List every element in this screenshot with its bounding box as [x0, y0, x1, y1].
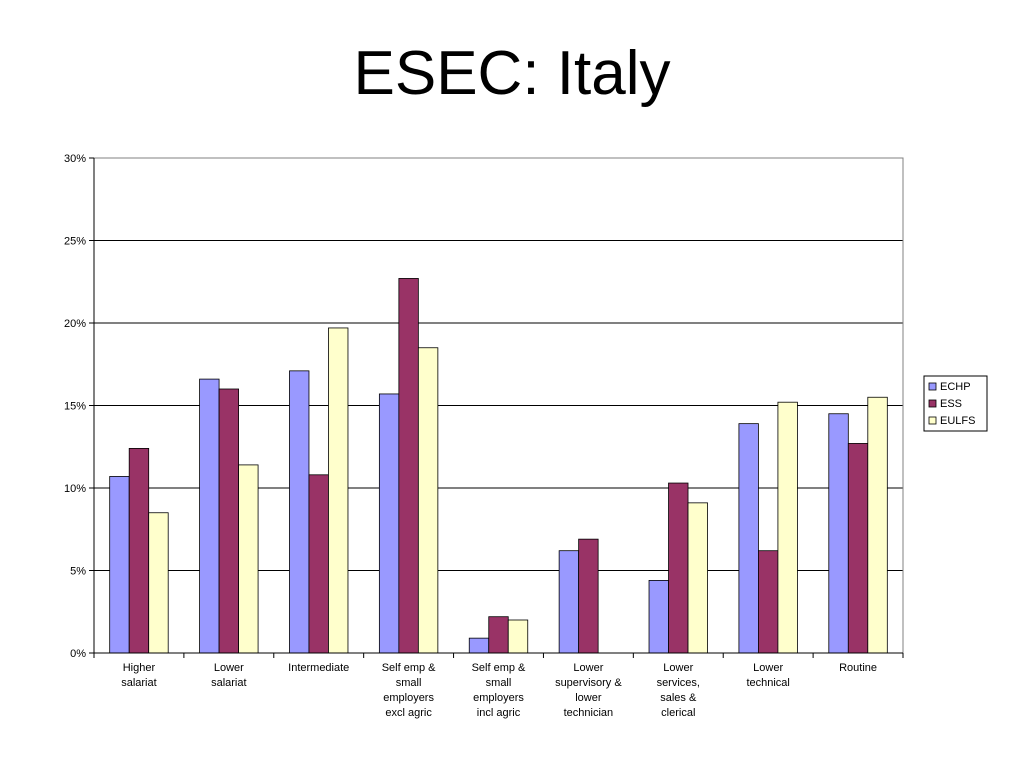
bar-ess — [128, 447, 150, 654]
x-category-label-line: Intermediate — [288, 662, 349, 674]
x-category-label: Self emp & small employers incl agric — [472, 662, 526, 719]
bar-eulfs — [687, 502, 708, 654]
legend-label-echp: ECHP — [940, 381, 971, 393]
x-category-label-line: Routine — [839, 662, 877, 674]
x-category-label-line: Self emp & — [382, 662, 436, 674]
bar-echp — [468, 637, 490, 654]
bar-ess — [847, 443, 869, 654]
bar-ess — [578, 538, 599, 654]
x-category-label-line: salariat — [121, 677, 156, 689]
x-category-label: Intermediate — [288, 662, 349, 674]
x-category-label-line: Lower — [573, 662, 603, 674]
x-category-label-line: technical — [746, 677, 789, 689]
bar-eulfs — [867, 396, 888, 654]
bar-ess — [218, 388, 239, 654]
y-tick-label: 15% — [64, 401, 86, 413]
x-category-label: Higher salariat — [121, 662, 156, 689]
bar-eulfs — [417, 347, 439, 654]
x-category-label-line: clerical — [661, 707, 695, 719]
bar-echp — [558, 550, 580, 654]
x-category-label: Lower services, sales & clerical — [657, 662, 700, 719]
x-category-label-line: supervisory & — [555, 677, 622, 689]
legend: ECHP ESS EULFS — [923, 375, 988, 432]
x-category-label-line: lower — [575, 692, 602, 704]
bar-echp — [199, 378, 220, 654]
legend-label-eulfs: EULFS — [940, 415, 975, 427]
bar-echp — [648, 580, 669, 654]
x-category-label-line: salariat — [211, 677, 246, 689]
x-category-label-line: incl agric — [477, 707, 521, 719]
y-tick-label: 30% — [64, 153, 86, 165]
bar-echp — [109, 476, 130, 654]
legend-swatch-eulfs — [928, 416, 937, 425]
bars — [109, 278, 888, 654]
x-category-label-line: employers — [473, 692, 524, 704]
bar-ess — [488, 616, 509, 654]
x-category-label: Lower technical — [746, 662, 789, 689]
bar-ess — [398, 278, 419, 654]
axes — [89, 157, 904, 658]
x-category-label-line: technician — [564, 707, 614, 719]
legend-swatch-ess — [928, 399, 937, 408]
bar-echp — [738, 423, 759, 654]
x-category-label: Lower supervisory & lower technician — [555, 662, 622, 719]
x-category-label-line: Higher — [123, 662, 156, 674]
y-tick-label: 25% — [64, 236, 86, 248]
y-tick-label: 20% — [64, 318, 86, 330]
bar-ess — [758, 550, 779, 654]
y-tick-label: 10% — [64, 483, 86, 495]
bar-echp — [378, 393, 400, 654]
x-category-label-line: employers — [383, 692, 434, 704]
x-category-label: Self emp & small employers excl agric — [382, 662, 436, 719]
x-category-labels: Higher salariat Lower salariat Intermediate S… — [121, 662, 877, 719]
x-category-label-line: Lower — [753, 662, 783, 674]
x-category-label: Routine — [839, 662, 877, 674]
x-category-label-line: Lower — [214, 662, 244, 674]
bar-eulfs — [777, 401, 798, 654]
bar-echp — [828, 413, 849, 654]
y-tick-label: 5% — [70, 566, 86, 578]
bar-eulfs — [238, 464, 259, 654]
legend-label-ess: ESS — [940, 398, 962, 410]
x-category-label-line: sales & — [660, 692, 697, 704]
slide-title: ESEC: Italy — [353, 39, 671, 108]
y-tick-labels: 0% 5% 10% 15% 20% 25% 30% — [64, 153, 86, 660]
legend-swatch-echp — [928, 382, 937, 391]
x-category-label: Lower salariat — [211, 662, 246, 689]
x-category-label-line: services, — [657, 677, 700, 689]
bar-eulfs — [328, 327, 349, 654]
bar-ess — [308, 474, 329, 654]
bar-eulfs — [148, 512, 169, 654]
y-tick-label: 0% — [70, 648, 86, 660]
x-category-label-line: small — [486, 677, 512, 689]
x-category-label-line: Lower — [663, 662, 693, 674]
x-category-label-line: Self emp & — [472, 662, 526, 674]
bar-ess — [668, 482, 689, 654]
x-category-label-line: excl agric — [385, 707, 432, 719]
bar-eulfs — [507, 619, 529, 654]
bar-echp — [289, 370, 310, 654]
x-category-label-line: small — [396, 677, 422, 689]
